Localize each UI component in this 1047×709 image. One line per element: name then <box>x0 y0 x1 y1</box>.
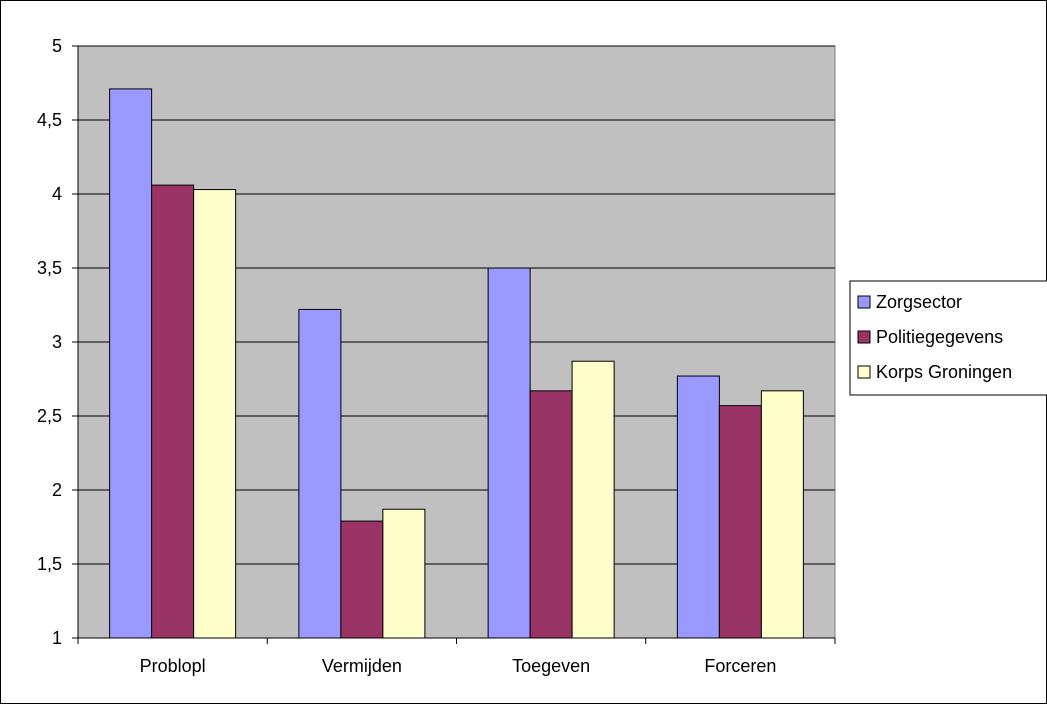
legend-label: Politiegegevens <box>876 327 1003 347</box>
x-tick-label: Problopl <box>140 656 206 676</box>
bar-politiegegevens-vermijden <box>340 520 384 639</box>
y-tick-label: 1,5 <box>37 554 62 574</box>
x-tick-label: Vermijden <box>322 656 402 676</box>
y-tick-label: 4,5 <box>37 110 62 130</box>
y-axis-ticks: 1 1,5 2 2,5 3 3,5 4 4,5 5 <box>37 36 78 648</box>
bar-politiegegevens-toegeven <box>529 390 573 639</box>
x-axis-ticks: Problopl Vermijden Toegeven Forceren <box>77 638 836 676</box>
y-tick-label: 2 <box>52 480 62 500</box>
y-tick-label: 3,5 <box>37 258 62 278</box>
bar-korps-groningen-forceren <box>760 390 804 639</box>
bar-zorgsector-toegeven <box>487 267 531 639</box>
x-tick-label: Toegeven <box>512 656 590 676</box>
bar-korps-groningen-problopl <box>193 189 237 639</box>
bar-korps-groningen-toegeven <box>571 360 615 639</box>
y-tick-label: 3 <box>52 332 62 352</box>
bar-zorgsector-vermijden <box>298 308 342 639</box>
bar-politiegegevens-problopl <box>151 184 195 639</box>
legend-label: Korps Groningen <box>876 362 1012 382</box>
bar-zorgsector-forceren <box>676 375 720 639</box>
x-tick-label: Forceren <box>704 656 776 676</box>
legend-swatch <box>857 365 871 379</box>
y-tick-label: 1 <box>52 628 62 648</box>
bars <box>109 88 804 639</box>
legend-box <box>849 280 1047 396</box>
y-tick-label: 5 <box>52 36 62 56</box>
bar-korps-groningen-vermijden <box>382 508 426 639</box>
y-tick-label: 2,5 <box>37 406 62 426</box>
legend-swatch <box>857 295 871 309</box>
legend-label: Zorgsector <box>876 292 962 312</box>
bar-politiegegevens-forceren <box>718 405 762 639</box>
y-tick-label: 4 <box>52 184 62 204</box>
legend-swatch <box>857 330 871 344</box>
legend: Zorgsector Politiegegevens Korps Groningen <box>849 280 1047 396</box>
bar-zorgsector-problopl <box>109 88 153 639</box>
